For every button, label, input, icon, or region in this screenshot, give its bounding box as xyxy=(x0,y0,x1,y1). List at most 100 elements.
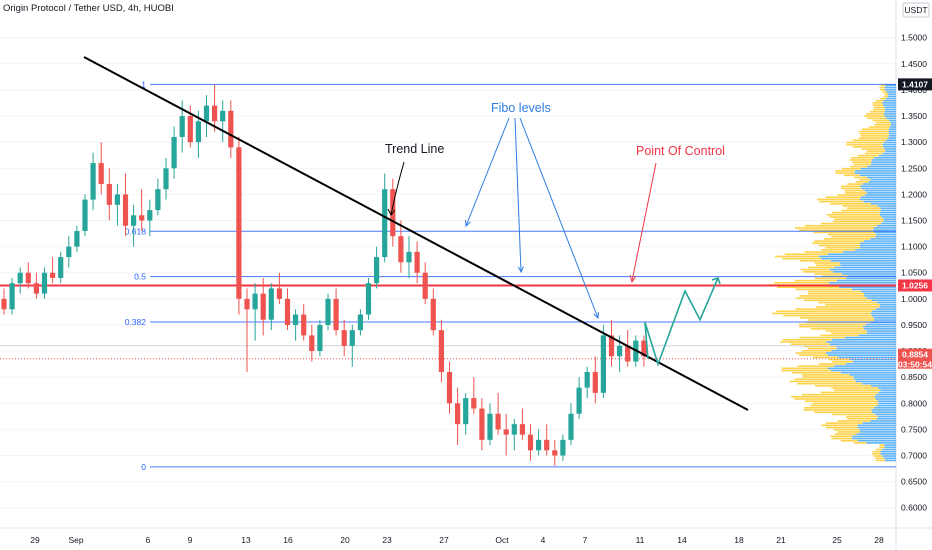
profile-bar-down xyxy=(813,356,839,359)
profile-bar-down xyxy=(825,330,867,332)
time-tick-label: 4 xyxy=(541,535,546,545)
profile-bar-up xyxy=(888,135,896,137)
profile-bar-up xyxy=(829,268,896,271)
profile-bar-down xyxy=(781,369,831,372)
candle-body xyxy=(293,314,299,325)
profile-bar-up xyxy=(855,249,896,251)
profile-bar-down xyxy=(817,198,860,201)
profile-bar-down xyxy=(798,229,873,231)
time-tick-label: Oct xyxy=(495,535,509,545)
profile-bar-down xyxy=(794,398,876,400)
candle-body xyxy=(171,136,177,169)
candle-body xyxy=(114,194,120,205)
profile-bar-up xyxy=(884,459,896,462)
profile-bar-up xyxy=(853,376,896,378)
profile-bar-up xyxy=(888,137,896,139)
profile-bar-down xyxy=(849,165,868,168)
profile-bar-down xyxy=(816,264,841,267)
candle-body xyxy=(527,434,534,451)
time-tick-label: Sep xyxy=(68,535,83,545)
profile-bar-up xyxy=(875,235,896,238)
profile-bar-up xyxy=(827,253,896,256)
profile-bar-down xyxy=(873,106,885,109)
fib-level-label: 0 xyxy=(141,462,146,472)
profile-bar-up xyxy=(831,349,896,352)
candle-body xyxy=(33,283,39,294)
profile-bar-up xyxy=(871,385,896,387)
profile-bar-up xyxy=(871,299,896,302)
profile-bar-up xyxy=(866,192,896,194)
profile-bar-down xyxy=(801,393,876,396)
profile-bar-up xyxy=(836,347,896,350)
profile-bar-up xyxy=(860,431,896,433)
fibo-pointer xyxy=(514,117,522,273)
price-tick-label: 1.5000 xyxy=(901,33,927,43)
profile-bar-down xyxy=(846,141,884,144)
time-tick-label: 16 xyxy=(283,535,293,545)
candle-body xyxy=(179,116,185,137)
profile-bar-up xyxy=(836,279,896,282)
profile-bar-down xyxy=(813,231,875,234)
profile-bar-down xyxy=(808,290,861,293)
time-axis: 29 Sep 6 9 13 16 20 23 27 Oct 4 7 11 14 18 21 25 28 xyxy=(30,535,884,545)
candle-body xyxy=(58,257,64,278)
profile-bar-up xyxy=(820,257,896,260)
profile-bar-up xyxy=(831,339,896,341)
profile-bar-down xyxy=(833,389,881,392)
time-tick-label: 7 xyxy=(583,535,588,545)
profile-bar-down xyxy=(832,220,884,223)
profile-bar-down xyxy=(810,328,864,330)
candle-body xyxy=(463,398,469,425)
projection-path xyxy=(644,277,719,367)
profile-bar-down xyxy=(798,323,867,326)
profile-bar-down xyxy=(799,317,874,319)
profile-bar-up xyxy=(838,356,896,359)
profile-bar-up xyxy=(844,336,896,339)
profile-bar-down xyxy=(833,428,860,431)
profile-bar-up xyxy=(859,244,896,247)
profile-bar-down xyxy=(861,148,885,150)
profile-bar-down xyxy=(853,163,871,166)
profile-bar-up xyxy=(856,433,896,435)
time-tick-label: 18 xyxy=(734,535,744,545)
profile-bar-down xyxy=(843,174,860,177)
profile-bar-up xyxy=(852,435,896,438)
profile-bar-up xyxy=(867,165,896,168)
profile-bar-up xyxy=(851,437,896,440)
profile-bar-down xyxy=(834,433,857,435)
profile-bar-up xyxy=(863,240,896,242)
profile-bar-up xyxy=(870,178,896,181)
profile-bar-down xyxy=(882,91,887,93)
candle-body xyxy=(519,424,525,435)
candle-body xyxy=(244,298,250,310)
profile-bar-down xyxy=(820,391,879,394)
candle-body xyxy=(568,413,574,440)
profile-bar-up xyxy=(884,457,896,460)
profile-bar-down xyxy=(825,422,863,424)
profile-bar-up xyxy=(880,450,896,453)
candle-body xyxy=(422,272,428,299)
profile-bar-down xyxy=(852,139,887,142)
profile-bar-up xyxy=(888,130,896,133)
currency-button[interactable]: USDT xyxy=(902,2,930,18)
profile-bar-down xyxy=(805,400,878,403)
profile-bar-down xyxy=(829,216,882,218)
profile-bar-down xyxy=(814,273,842,275)
profile-bar-up xyxy=(868,181,896,183)
profile-bar-up xyxy=(876,417,896,420)
time-tick-label: 13 xyxy=(241,535,251,545)
profile-bar-down xyxy=(872,102,883,104)
profile-bar-up xyxy=(884,446,896,449)
profile-bar-down xyxy=(880,97,886,100)
profile-bar-up xyxy=(880,453,896,455)
profile-bar-down xyxy=(875,99,884,102)
profile-bar-down xyxy=(812,242,860,245)
candle-body xyxy=(536,439,542,451)
candle-body xyxy=(276,288,282,299)
profile-bar-up xyxy=(859,428,896,431)
fib-top-price-badge-text: 1.4107 xyxy=(902,79,928,89)
time-tick-label: 23 xyxy=(382,535,392,545)
profile-bar-up xyxy=(855,380,896,383)
profile-bar-up xyxy=(862,422,896,424)
